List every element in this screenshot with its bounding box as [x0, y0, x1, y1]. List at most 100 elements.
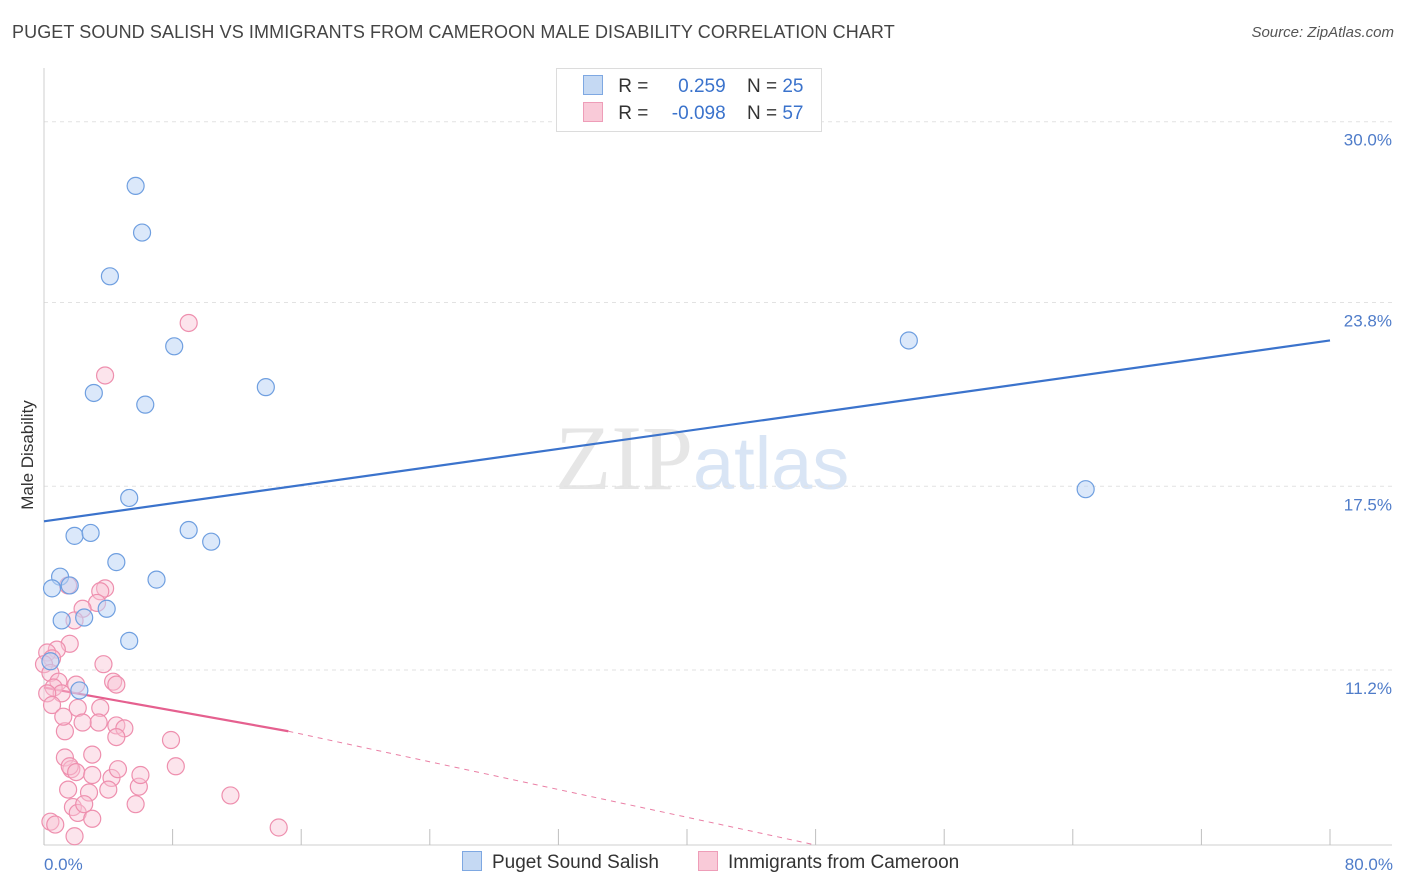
- legend-swatch-blue: [583, 74, 603, 95]
- point-puget-sound-salish: [75, 608, 94, 627]
- point-puget-sound-salish: [107, 553, 126, 572]
- point-cameroon: [107, 675, 126, 694]
- tick-labels: 11.2% 17.5% 23.8% 30.0% 0.0% 80.0%: [44, 131, 1393, 874]
- point-cameroon: [91, 582, 110, 601]
- point-cameroon: [91, 698, 110, 718]
- point-puget-sound-salish: [100, 267, 120, 286]
- point-puget-sound-salish: [256, 378, 275, 397]
- point-puget-sound-salish: [165, 337, 184, 356]
- y-tick-label: 23.8%: [1344, 312, 1392, 331]
- point-cameroon: [131, 765, 150, 785]
- point-puget-sound-salish: [42, 579, 62, 598]
- point-cameroon: [67, 762, 86, 782]
- point-cameroon: [179, 313, 198, 333]
- point-cameroon: [95, 579, 115, 598]
- point-puget-sound-salish: [60, 576, 79, 595]
- chart-title: PUGET SOUND SALISH VS IMMIGRANTS FROM CA…: [12, 22, 895, 42]
- point-cameroon: [73, 713, 92, 732]
- point-puget-sound-salish: [120, 488, 139, 508]
- point-cameroon: [68, 698, 87, 718]
- point-puget-sound-salish: [120, 631, 139, 650]
- bottom-legend-series2: Immigrants from Cameroon: [698, 850, 960, 874]
- point-cameroon: [129, 777, 148, 796]
- legend-r-label: R =: [618, 103, 649, 124]
- point-cameroon: [65, 827, 84, 846]
- point-puget-sound-salish: [52, 611, 71, 630]
- bottom-legend-swatch-blue: [462, 850, 482, 871]
- point-puget-sound-salish: [97, 599, 116, 618]
- point-cameroon: [161, 730, 181, 750]
- bottom-legend-series1: Puget Sound Salish: [462, 850, 659, 874]
- legend-swatch-pink: [583, 101, 603, 122]
- legend-row-series1: R = 0.259 N = 25: [583, 74, 804, 100]
- point-cameroon: [46, 815, 65, 834]
- trend-extension-cameroon: [288, 730, 816, 846]
- point-cameroon: [41, 812, 60, 831]
- legend-n-label: N =: [746, 76, 778, 97]
- stats-legend: R = 0.259 N = 25 R = -0.098 N = 57: [556, 68, 822, 132]
- point-cameroon: [83, 745, 102, 764]
- legend-r-label: R =: [618, 76, 649, 97]
- point-cameroon: [55, 722, 74, 741]
- y-tick-label: 11.2%: [1345, 679, 1392, 698]
- point-cameroon: [54, 707, 73, 726]
- point-cameroon: [126, 795, 145, 814]
- point-cameroon: [38, 684, 57, 703]
- watermark: ZIPatlas: [555, 405, 849, 511]
- point-puget-sound-salish: [126, 176, 145, 196]
- point-cameroon: [42, 695, 62, 715]
- point-cameroon: [75, 795, 94, 814]
- point-puget-sound-salish: [81, 523, 100, 543]
- point-cameroon: [52, 684, 71, 703]
- point-puget-sound-salish: [84, 383, 103, 403]
- point-cameroon: [63, 797, 83, 817]
- point-cameroon: [269, 818, 288, 837]
- point-cameroon: [99, 780, 118, 799]
- legend-r-value: 0.259: [678, 76, 726, 97]
- point-puget-sound-salish: [899, 331, 918, 350]
- y-tick-label: 30.0%: [1344, 131, 1392, 150]
- bottom-legend-swatch-pink: [698, 850, 718, 871]
- watermark-zip: ZIP: [555, 407, 693, 509]
- point-puget-sound-salish: [136, 395, 155, 414]
- axes: [43, 68, 1392, 846]
- point-cameroon: [95, 366, 115, 385]
- legend-row-series2: R = -0.098 N = 57: [583, 101, 804, 127]
- legend-n-label: N =: [746, 103, 778, 124]
- point-cameroon: [59, 780, 78, 799]
- point-cameroon: [94, 655, 113, 674]
- legend-n-value: 57: [782, 103, 804, 124]
- legend-n-value: 25: [782, 76, 804, 97]
- point-cameroon: [83, 765, 102, 785]
- bottom-legend-label: Puget Sound Salish: [492, 852, 659, 873]
- point-puget-sound-salish: [147, 570, 166, 589]
- point-cameroon: [62, 760, 81, 779]
- point-cameroon: [104, 672, 123, 691]
- gridlines: [44, 121, 1392, 671]
- data-points: [34, 176, 1095, 846]
- point-puget-sound-salish: [1076, 480, 1095, 499]
- trend-line-puget-sound-salish: [43, 339, 1331, 523]
- point-cameroon: [79, 783, 99, 802]
- point-puget-sound-salish: [41, 652, 60, 671]
- point-puget-sound-salish: [179, 520, 198, 540]
- bottom-legend-label: Immigrants from Cameroon: [728, 852, 960, 873]
- x-tick-label: 80.0%: [1345, 855, 1393, 874]
- point-cameroon: [49, 672, 68, 691]
- y-tick-label: 17.5%: [1344, 495, 1392, 514]
- trend-lines: [43, 339, 1331, 846]
- point-puget-sound-salish: [202, 532, 221, 551]
- point-puget-sound-salish: [70, 681, 89, 700]
- point-cameroon: [166, 757, 185, 776]
- source-label: Source: ZipAtlas.com: [1251, 24, 1394, 41]
- point-cameroon: [108, 760, 128, 779]
- point-puget-sound-salish: [132, 223, 152, 242]
- point-cameroon: [221, 786, 240, 805]
- point-cameroon: [107, 727, 126, 747]
- legend-r-value: -0.098: [671, 103, 726, 124]
- x-tick-label: 0.0%: [44, 855, 83, 874]
- watermark-atlas: atlas: [693, 422, 850, 505]
- point-cameroon: [83, 809, 102, 828]
- point-puget-sound-salish: [65, 526, 84, 545]
